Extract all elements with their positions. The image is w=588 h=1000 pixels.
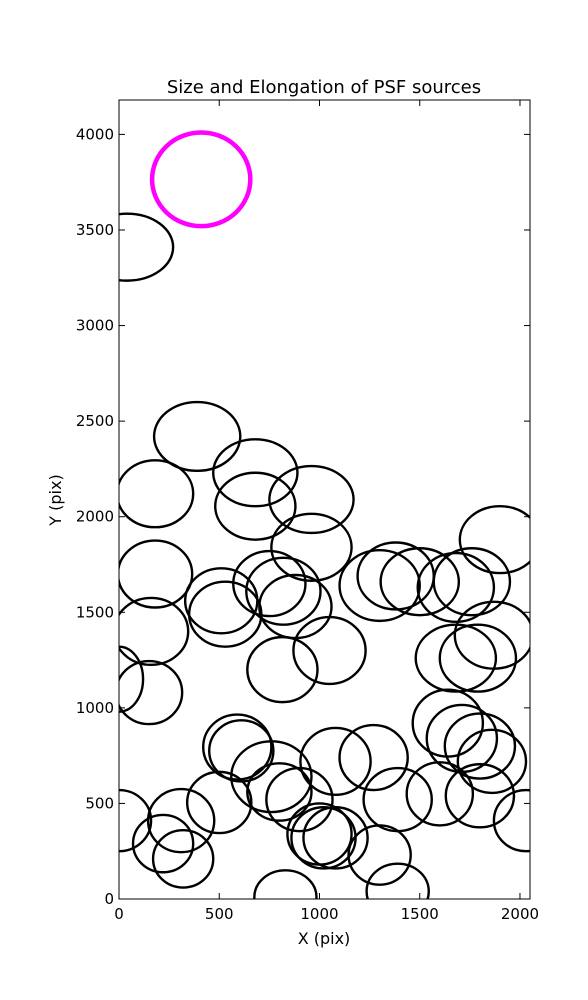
y-tick-label: 0 <box>104 890 114 908</box>
psf-source-ellipse <box>119 539 194 609</box>
y-tick-label: 3000 <box>76 317 114 335</box>
psf-source-ellipse <box>185 770 253 835</box>
psf-source-ellipse <box>245 556 322 626</box>
psf-source-ellipse <box>453 600 530 670</box>
psf-source-ellipse <box>119 212 175 282</box>
psf-source-ellipse <box>443 712 517 780</box>
chart-title: Size and Elongation of PSF sources <box>167 77 481 98</box>
psf-source-ellipse <box>246 762 313 822</box>
psf-source-ellipse <box>119 659 184 726</box>
psf-source-ellipse <box>456 728 528 795</box>
psf-source-ellipse <box>458 505 530 575</box>
y-tick-label: 4000 <box>76 125 114 143</box>
psf-source-ellipse <box>119 788 153 853</box>
psf-source-ellipse <box>444 763 516 829</box>
psf-source-ellipse <box>405 761 475 827</box>
psf-source-ellipse <box>416 551 496 624</box>
psf-source-ellipse <box>438 623 518 693</box>
psf-source-ellipse <box>432 547 512 617</box>
x-tick-label: 500 <box>205 905 234 923</box>
psf-source-ellipse <box>365 862 430 899</box>
x-tick-label: 1500 <box>401 905 439 923</box>
psf-source-ellipse <box>265 766 334 833</box>
y-tick-label: 1000 <box>76 699 114 717</box>
psf-source-ellipse <box>152 400 242 473</box>
psf-source-ellipse <box>232 549 307 618</box>
psf-source-ellipse <box>302 806 369 870</box>
psf-source-ellipse <box>212 438 299 508</box>
x-tick-label: 0 <box>114 905 124 923</box>
y-tick-label: 3500 <box>76 221 114 239</box>
psf-source-ellipse <box>492 788 530 853</box>
y-tick-label: 500 <box>85 794 114 812</box>
psf-source-ellipse <box>425 703 499 774</box>
x-tick-label: 1000 <box>300 905 338 923</box>
psf-source-ellipse <box>151 828 215 889</box>
y-tick-label: 2500 <box>76 412 114 430</box>
psf-source-ellipse <box>246 635 319 704</box>
psf-source-ellipse <box>379 547 461 617</box>
psf-source-ellipse <box>299 726 372 797</box>
reference-psf-ellipse <box>149 130 253 229</box>
y-tick-label: 2000 <box>76 508 114 526</box>
psf-source-ellipse <box>270 512 353 582</box>
psf-source-ellipse <box>214 471 297 541</box>
y-tick-label: 1500 <box>76 603 114 621</box>
psf-source-ellipse <box>230 740 313 814</box>
psf-source-ellipse <box>338 723 409 792</box>
plot-area <box>119 130 530 899</box>
psf-source-ellipse <box>268 464 355 535</box>
psf-source-ellipse <box>202 713 273 781</box>
psf-source-ellipse <box>253 869 318 899</box>
psf-source-ellipse <box>292 615 367 686</box>
psf-source-ellipse <box>119 596 190 667</box>
psf-source-ellipse <box>119 459 195 529</box>
x-axis-label: X (pix) <box>298 929 351 948</box>
psf-source-ellipse <box>146 787 216 854</box>
psf-source-ellipse <box>338 548 421 623</box>
axes-frame <box>118 99 531 900</box>
psf-source-ellipse <box>347 824 412 886</box>
x-tick-label: 2000 <box>501 905 539 923</box>
psf-source-ellipse <box>131 813 195 874</box>
y-axis-label: Y (pix) <box>46 474 65 526</box>
